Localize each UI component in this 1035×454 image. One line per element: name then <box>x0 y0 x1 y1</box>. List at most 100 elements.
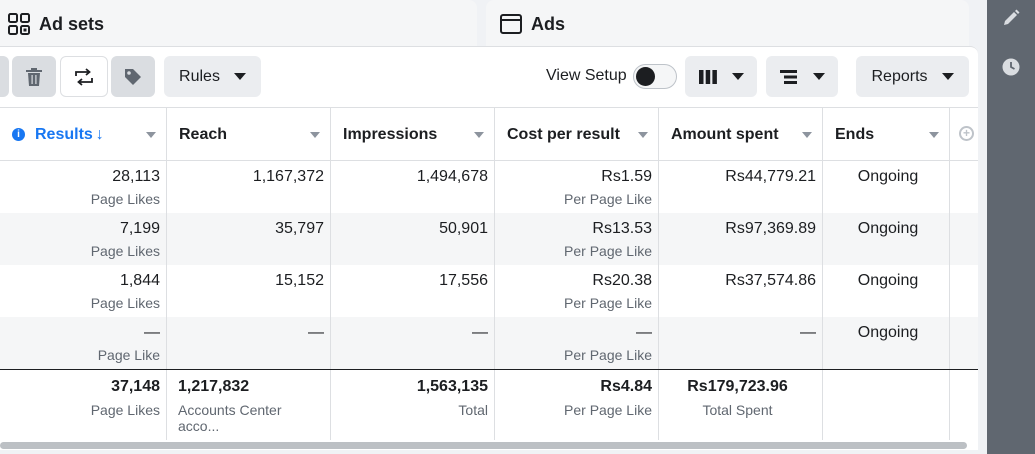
cell-results: 1,844 Page Likes <box>0 265 167 317</box>
column-header-spent-label: Amount spent <box>671 125 779 143</box>
chevron-down-icon[interactable] <box>146 132 156 138</box>
cell-amount-spent-value: — <box>800 324 816 341</box>
cell-reach-value: — <box>308 324 324 341</box>
cell-cost-per-result: — Per Page Like <box>495 317 659 369</box>
totals-results: 37,148 Page Likes <box>0 370 167 440</box>
cell-impressions-value: 17,556 <box>439 272 488 289</box>
cell-cost-per-result: Rs1.59 Per Page Like <box>495 161 659 213</box>
chevron-down-icon[interactable] <box>929 132 939 138</box>
delete-button[interactable] <box>12 56 56 97</box>
cell-cost-per-result-sublabel: Per Page Like <box>564 243 652 259</box>
cell-cost-per-result-value: — <box>636 324 652 341</box>
cell-results-sublabel: Page Likes <box>90 191 160 207</box>
cell-amount-spent-value: Rs97,369.89 <box>725 220 816 237</box>
column-header-cost-per-result[interactable]: Cost per result <box>495 108 659 161</box>
breakdown-dropdown[interactable] <box>766 56 838 97</box>
edit-button-edge[interactable] <box>0 56 9 97</box>
cell-reach-value: 15,152 <box>275 272 324 289</box>
clock-icon[interactable] <box>1001 57 1021 77</box>
tag-icon <box>125 68 141 85</box>
grid-icon <box>8 13 30 35</box>
cell-ends: Ongoing <box>823 265 950 317</box>
cell-cost-per-result-sublabel: Per Page Like <box>564 191 652 207</box>
cell-cost-per-result-value: Rs13.53 <box>592 220 652 237</box>
chevron-down-icon <box>732 73 744 80</box>
view-setup-toggle[interactable] <box>633 64 677 89</box>
cell-ends-value: Ongoing <box>857 220 919 237</box>
swap-icon <box>75 67 93 86</box>
view-setup-label: View Setup <box>546 67 627 84</box>
cell-results-sublabel: Page Likes <box>90 243 160 259</box>
trash-icon <box>26 67 42 86</box>
cell-ends: Ongoing <box>823 317 950 369</box>
tab-ad-sets[interactable]: Ad sets <box>0 0 477 48</box>
chevron-down-icon[interactable] <box>310 132 320 138</box>
column-header-impressions-label: Impressions <box>343 125 438 143</box>
cell-amount-spent: Rs37,574.86 <box>659 265 823 317</box>
cell-results-value: 7,199 <box>119 220 160 237</box>
table-row[interactable]: 28,113 Page Likes 1,167,372 1,494,678 Rs1.59… <box>0 161 978 213</box>
totals-cost: Rs4.84 Per Page Like <box>495 370 659 440</box>
table-row[interactable]: 7,199 Page Likes 35,797 50,901 Rs13.53 Per Pa… <box>0 213 978 265</box>
chevron-down-icon[interactable] <box>802 132 812 138</box>
duplicate-button[interactable] <box>60 56 108 97</box>
cell-reach-value: 35,797 <box>275 220 324 237</box>
table-row[interactable]: — Page Like — — — Per Page Like — Ongoing <box>0 317 978 369</box>
cell-cost-per-result: Rs20.38 Per Page Like <box>495 265 659 317</box>
cell-impressions: 17,556 <box>331 265 495 317</box>
column-header-amount-spent[interactable]: Amount spent <box>659 108 823 161</box>
cell-impressions: 1,494,678 <box>331 161 495 213</box>
cell-impressions-value: 1,494,678 <box>416 168 488 185</box>
cell-reach: 1,167,372 <box>167 161 331 213</box>
cell-amount-spent-value: Rs37,574.86 <box>725 272 816 289</box>
cell-impressions-value: — <box>472 324 488 341</box>
column-header-reach-label: Reach <box>179 125 228 143</box>
cell-results-value: 1,844 <box>119 272 160 289</box>
totals-reach: 1,217,832 Accounts Center acco... <box>167 370 331 440</box>
rules-label: Rules <box>179 67 220 85</box>
cell-ends: Ongoing <box>823 161 950 213</box>
cell-ends-value: Ongoing <box>857 324 919 341</box>
columns-dropdown[interactable] <box>685 56 757 97</box>
cell-impressions: 50,901 <box>331 213 495 265</box>
reports-dropdown[interactable]: Reports <box>856 56 969 97</box>
cell-ends-value: Ongoing <box>857 272 919 289</box>
tab-ads[interactable]: Ads <box>486 0 969 48</box>
cell-impressions: — <box>331 317 495 369</box>
column-header-reach[interactable]: Reach <box>167 108 331 161</box>
ad-sets-panel: Rules View Setup Reports <box>0 46 978 450</box>
cell-cost-per-result-value: Rs1.59 <box>601 168 652 185</box>
right-sidebar <box>987 0 1035 454</box>
cell-results: 7,199 Page Likes <box>0 213 167 265</box>
cell-amount-spent-value: Rs44,779.21 <box>725 168 816 185</box>
add-column-icon[interactable]: + <box>959 126 974 141</box>
cell-ends-value: Ongoing <box>857 168 919 185</box>
cell-reach-value: 1,167,372 <box>252 168 324 185</box>
tab-ad-sets-label: Ad sets <box>39 13 105 34</box>
cell-results-sublabel: Page Likes <box>90 295 160 311</box>
info-icon: i <box>12 128 25 141</box>
cell-results-value: 28,113 <box>112 168 160 185</box>
cell-reach: — <box>167 317 331 369</box>
cell-cost-per-result: Rs13.53 Per Page Like <box>495 213 659 265</box>
table-header: i Results ↓ Reach Impressions Cost per r… <box>0 107 978 161</box>
cell-cost-per-result-sublabel: Per Page Like <box>564 295 652 311</box>
horizontal-scrollbar[interactable] <box>0 442 967 449</box>
cell-ends: Ongoing <box>823 213 950 265</box>
chevron-down-icon[interactable] <box>474 132 484 138</box>
tag-button[interactable] <box>111 56 155 97</box>
cell-impressions-value: 50,901 <box>439 220 488 237</box>
rules-dropdown[interactable]: Rules <box>164 56 261 97</box>
chevron-down-icon[interactable] <box>638 132 648 138</box>
chevron-down-icon <box>813 73 825 80</box>
cell-results-value: — <box>144 324 160 341</box>
cell-results: 28,113 Page Likes <box>0 161 167 213</box>
cell-amount-spent: — <box>659 317 823 369</box>
column-header-ends-label: Ends <box>835 125 875 143</box>
column-header-impressions[interactable]: Impressions <box>331 108 495 161</box>
pencil-icon[interactable] <box>1001 8 1021 28</box>
table-row[interactable]: 1,844 Page Likes 15,152 17,556 Rs20.38 Per Pa… <box>0 265 978 317</box>
column-header-ends[interactable]: Ends <box>823 108 950 161</box>
column-header-results[interactable]: i Results ↓ <box>0 108 167 161</box>
chevron-down-icon <box>233 73 246 80</box>
